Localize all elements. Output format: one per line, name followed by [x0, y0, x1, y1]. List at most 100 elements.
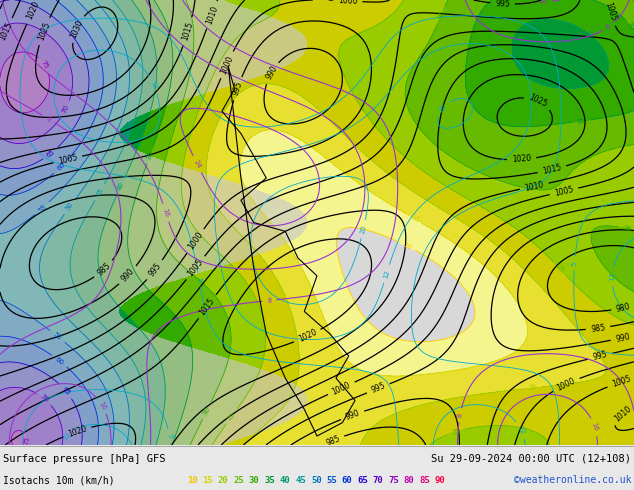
Text: 25: 25 [233, 476, 244, 486]
Text: 1015: 1015 [541, 163, 562, 176]
Text: 1030: 1030 [68, 18, 84, 39]
Text: 55: 55 [327, 476, 337, 486]
Text: 1020: 1020 [512, 154, 531, 165]
Text: 60: 60 [56, 161, 66, 172]
Text: 1000: 1000 [555, 376, 577, 392]
Text: 1000: 1000 [186, 230, 205, 251]
Text: 995: 995 [592, 350, 608, 362]
Text: 15: 15 [409, 214, 420, 223]
Text: ©weatheronline.co.uk: ©weatheronline.co.uk [514, 475, 631, 486]
Text: 15: 15 [202, 476, 213, 486]
Text: 16: 16 [162, 208, 170, 218]
Text: 20: 20 [438, 103, 448, 114]
Text: 55: 55 [37, 203, 48, 214]
Text: 30: 30 [249, 476, 260, 486]
Text: 8: 8 [456, 413, 463, 418]
Text: 40: 40 [280, 476, 290, 486]
Text: 65: 65 [358, 476, 368, 486]
Text: 16: 16 [97, 400, 107, 411]
Text: 1000: 1000 [219, 54, 235, 75]
Text: 12: 12 [609, 272, 616, 281]
Text: 1010: 1010 [524, 180, 545, 193]
Text: 12: 12 [516, 425, 526, 435]
Text: 70: 70 [373, 476, 384, 486]
Text: 16: 16 [590, 422, 599, 432]
Text: 1005: 1005 [58, 153, 78, 166]
Text: Su 29-09-2024 00:00 UTC (12+108): Su 29-09-2024 00:00 UTC (12+108) [432, 454, 631, 464]
Text: 16: 16 [538, 0, 548, 4]
Text: 75: 75 [388, 476, 399, 486]
Text: 990: 990 [264, 64, 279, 81]
Text: 75: 75 [23, 436, 30, 445]
Text: 1025: 1025 [527, 93, 548, 109]
Text: 65: 65 [46, 148, 56, 158]
Text: 25: 25 [555, 264, 565, 274]
Text: 8: 8 [267, 297, 272, 304]
Text: 5: 5 [571, 261, 578, 266]
Text: 985: 985 [325, 434, 341, 447]
Text: 995: 995 [231, 80, 244, 97]
Text: 985: 985 [96, 261, 112, 277]
Text: 985: 985 [590, 323, 605, 334]
Text: 10: 10 [402, 242, 413, 251]
Text: 20: 20 [359, 224, 367, 234]
Text: 65: 65 [61, 386, 71, 396]
Text: 40: 40 [584, 29, 595, 40]
Text: 50: 50 [65, 201, 75, 212]
Text: 1005: 1005 [553, 185, 574, 198]
Text: 1020: 1020 [25, 0, 41, 21]
Text: Isotachs 10m (km/h): Isotachs 10m (km/h) [3, 475, 114, 486]
Text: 25: 25 [226, 411, 236, 422]
Text: 60: 60 [342, 476, 353, 486]
Text: 12: 12 [149, 79, 158, 90]
Text: 85: 85 [419, 476, 430, 486]
Text: 75: 75 [39, 60, 49, 71]
Text: 55: 55 [52, 331, 63, 342]
Text: 1005: 1005 [186, 257, 205, 278]
Text: 8: 8 [45, 115, 52, 122]
Text: 25: 25 [451, 427, 461, 436]
Text: 24: 24 [193, 159, 202, 170]
Text: 990: 990 [120, 267, 136, 284]
Text: 8: 8 [605, 23, 612, 30]
Text: 995: 995 [495, 0, 510, 9]
Text: Surface pressure [hPa] GFS: Surface pressure [hPa] GFS [3, 454, 165, 464]
Text: 70: 70 [61, 104, 70, 115]
Text: 50: 50 [311, 476, 321, 486]
Text: 30: 30 [437, 10, 446, 20]
Text: 995: 995 [370, 382, 387, 395]
Text: 1005: 1005 [611, 374, 632, 389]
Text: 20: 20 [218, 476, 229, 486]
Text: 990: 990 [344, 409, 361, 422]
Text: 995: 995 [146, 262, 163, 278]
Text: 5: 5 [166, 433, 173, 439]
Text: 12: 12 [61, 431, 72, 441]
Text: 1015: 1015 [198, 296, 217, 317]
Text: 35: 35 [626, 22, 634, 32]
Text: 45: 45 [295, 476, 306, 486]
Text: 990: 990 [615, 332, 631, 343]
Text: 80: 80 [404, 476, 415, 486]
Text: 10: 10 [187, 476, 198, 486]
Text: 40: 40 [117, 181, 126, 191]
Text: 35: 35 [264, 476, 275, 486]
Text: 1010: 1010 [204, 4, 219, 25]
Text: 1000: 1000 [331, 380, 352, 396]
Text: 1015: 1015 [181, 21, 195, 42]
Text: 1020: 1020 [297, 328, 318, 344]
Text: 980: 980 [616, 302, 631, 314]
Text: 30: 30 [202, 405, 212, 416]
Text: 1020: 1020 [67, 424, 88, 439]
Text: 1005: 1005 [603, 1, 618, 23]
Text: 35: 35 [146, 149, 155, 160]
Text: 90: 90 [435, 476, 446, 486]
Text: 30: 30 [623, 225, 633, 232]
Text: 1025: 1025 [36, 21, 51, 42]
Text: 12: 12 [382, 269, 391, 279]
Text: 5: 5 [196, 277, 202, 282]
Text: 60: 60 [54, 356, 65, 366]
Text: 45: 45 [95, 187, 105, 197]
Text: 1010: 1010 [613, 404, 633, 423]
Text: 70: 70 [39, 393, 49, 404]
Text: 1015: 1015 [0, 21, 14, 42]
